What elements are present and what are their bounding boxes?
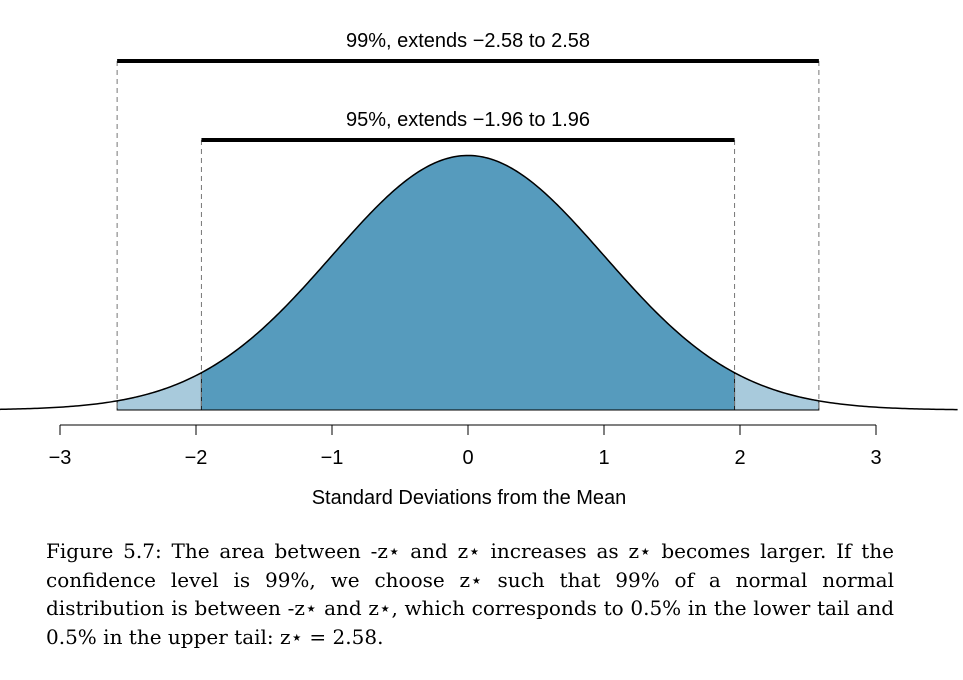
shaded-region-2 [200,154,736,411]
x-tick-label-1: −2 [185,447,208,469]
x-axis: −3 −2 −1 0 1 2 3 [49,424,882,469]
interval-label-1: 99%, extends −2.58 to 2.58 [346,30,590,52]
shaded-regions [116,154,820,411]
normal-distribution-chart: 99%, extends −2.58 to 2.58 95%, extends −… [0,30,958,509]
caption-text: The area between -z⋆ and z⋆ increases as… [46,539,894,649]
x-tick-label-2: −1 [321,447,344,469]
x-tick-label-6: 3 [870,447,881,469]
figure-number: Figure 5.7: [46,539,162,563]
x-tick-label-5: 2 [734,447,745,469]
interval-label-2: 95%, extends −1.96 to 1.96 [346,109,590,131]
x-axis-label: Standard Deviations from the Mean [312,487,627,509]
x-tick-label-4: 1 [598,447,609,469]
figure-caption: Figure 5.7: The area between -z⋆ and z⋆ … [46,537,894,651]
interval-bars: 99%, extends −2.58 to 2.58 95%, extends −… [117,30,819,142]
x-tick-label-0: −3 [49,447,72,469]
interval-guides [116,61,820,410]
density-curve [0,154,958,411]
x-tick-label-3: 0 [462,447,473,469]
